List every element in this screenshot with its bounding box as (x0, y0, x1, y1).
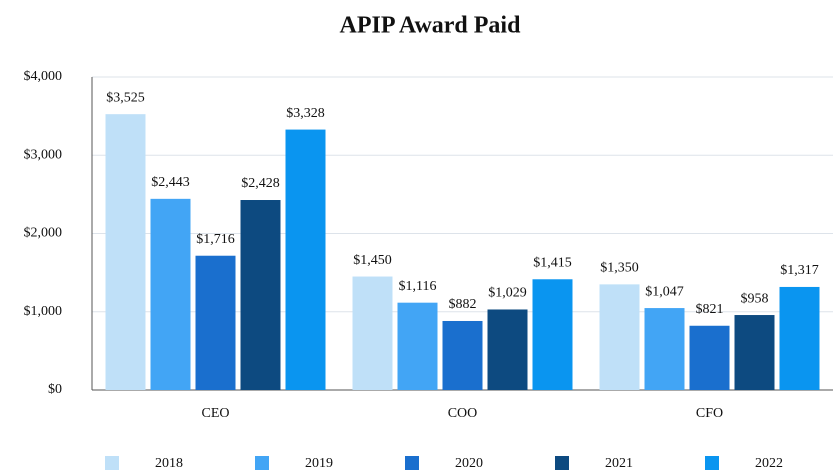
y-tick-label: $4,000 (24, 69, 63, 84)
bar (397, 302, 438, 390)
value-label: $882 (449, 297, 477, 312)
legend-swatch (105, 456, 119, 470)
x-tick-label: CFO (696, 406, 723, 421)
legend-label: 2021 (605, 456, 633, 470)
bar (487, 309, 528, 390)
legend-swatch (405, 456, 419, 470)
bar (150, 198, 191, 390)
value-label: $2,428 (241, 176, 280, 191)
value-label: $1,116 (399, 279, 437, 294)
x-tick-label: CEO (202, 406, 230, 421)
bar (105, 114, 146, 390)
bar (195, 255, 236, 390)
y-tick-label: $2,000 (24, 226, 63, 241)
bar (532, 279, 573, 390)
value-label: $1,716 (196, 232, 235, 247)
value-label: $1,317 (780, 263, 819, 278)
bar (779, 286, 820, 390)
bar (352, 276, 393, 390)
y-tick-label: $0 (48, 382, 62, 397)
bar (689, 325, 730, 390)
bar (644, 308, 685, 390)
legend-swatch (555, 456, 569, 470)
value-label: $1,415 (533, 255, 572, 270)
legend-label: 2022 (755, 456, 783, 470)
legend-swatch (255, 456, 269, 470)
legend-swatch (705, 456, 719, 470)
value-label: $2,443 (151, 175, 190, 190)
bar (734, 315, 775, 390)
value-label: $821 (696, 302, 724, 317)
bar (285, 129, 326, 391)
legend-label: 2020 (455, 456, 483, 470)
legend-label: 2018 (155, 456, 183, 470)
legend-label: 2019 (305, 456, 333, 470)
bar (442, 320, 483, 390)
value-label: $3,328 (286, 106, 325, 121)
value-label: $3,525 (106, 90, 145, 105)
value-label: $1,350 (600, 261, 639, 276)
chart-title: APIP Award Paid (340, 13, 522, 39)
x-tick-label: COO (448, 406, 478, 421)
value-label: $958 (741, 291, 769, 306)
bar (240, 200, 281, 390)
y-tick-label: $3,000 (24, 147, 63, 162)
value-label: $1,029 (488, 286, 527, 301)
value-label: $1,047 (645, 284, 684, 299)
y-tick-label: $1,000 (24, 304, 63, 319)
value-label: $1,450 (353, 253, 392, 268)
bar (599, 284, 640, 390)
